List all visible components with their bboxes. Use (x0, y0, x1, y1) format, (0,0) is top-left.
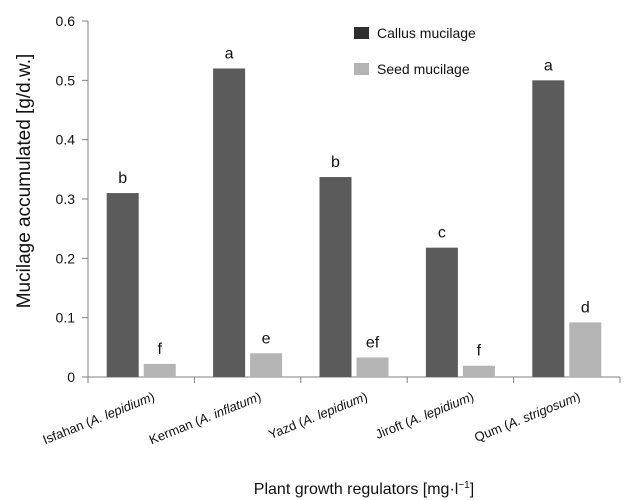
legend: Callus mucilage Seed mucilage (354, 25, 476, 77)
legend-label: Callus mucilage (377, 25, 476, 41)
y-tick-label: 0.2 (56, 250, 76, 266)
x-tick-label: Yazd (A. lepidium) (266, 389, 369, 442)
x-tick-label: Isfahan (A. lepidium) (41, 389, 157, 448)
data-label: c (438, 225, 446, 242)
bar (106, 193, 139, 377)
data-label: f (477, 343, 482, 360)
bar (462, 365, 495, 377)
x-tick-label: Jiroft (A. lepidium) (373, 389, 476, 442)
bar (356, 357, 389, 377)
bar (532, 80, 565, 377)
axes: 0 0.1 0.2 0.3 0.4 0.5 0.6 Isfahan (A. lepidium)… (41, 13, 621, 448)
data-label: e (262, 330, 271, 347)
bar (143, 363, 176, 377)
bar (250, 353, 283, 377)
bar (425, 247, 458, 377)
data-label: d (581, 299, 590, 316)
y-axis-label: Mucilage accumulated [g/d.w.] (14, 54, 35, 309)
bar (319, 177, 352, 377)
x-axis-label: Plant growth regulators [mg·l−1] (254, 480, 474, 498)
data-label: b (331, 154, 340, 171)
y-tick-label: 0.6 (56, 13, 76, 29)
bar (569, 322, 602, 377)
data-label: a (544, 57, 553, 74)
y-tick-label: 0.5 (56, 72, 76, 88)
x-tick-label: Kerman (A. inflatum) (147, 389, 263, 448)
y-tick-label: 0.1 (56, 310, 76, 326)
data-label: a (225, 45, 234, 62)
data-label: ef (366, 334, 380, 351)
data-label: f (157, 341, 162, 358)
y-tick-label: 0.4 (56, 132, 76, 148)
x-tick-label: Qum (A. strigosum) (472, 389, 582, 445)
legend-swatch (354, 63, 369, 75)
y-tick-label: 0.3 (56, 191, 76, 207)
bars: b f a e b ef c f a d (106, 45, 602, 377)
legend-swatch (354, 27, 369, 39)
y-tick-label: 0 (67, 369, 75, 385)
legend-label: Seed mucilage (377, 61, 470, 77)
bar (213, 68, 246, 377)
data-label: b (118, 170, 127, 187)
